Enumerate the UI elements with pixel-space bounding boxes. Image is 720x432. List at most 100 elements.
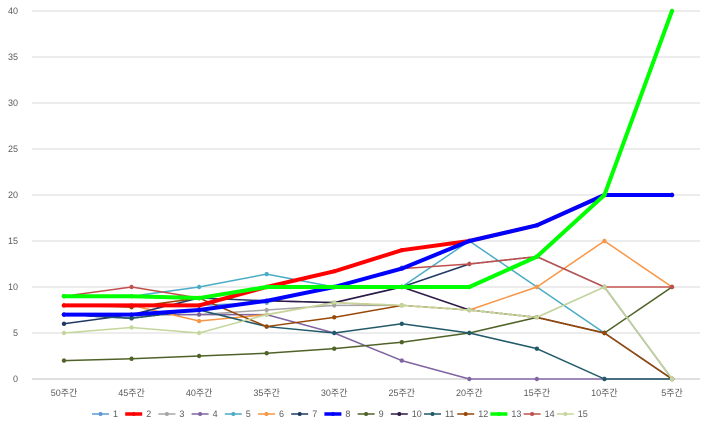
legend-item-4: 4	[191, 409, 218, 419]
data-point	[534, 284, 540, 290]
x-tick-label: 50주간	[51, 388, 78, 398]
data-point	[602, 330, 607, 336]
legend-item-7: 7	[291, 409, 317, 419]
data-point	[129, 294, 134, 299]
legend: 1 2 3 4 5 6 7 8 9 10 11 12 13 14 15	[92, 409, 588, 419]
data-point	[61, 303, 67, 308]
y-tick-label: 20	[8, 190, 18, 200]
series-lines	[61, 8, 675, 382]
x-tick-label: 35주간	[253, 388, 280, 398]
data-point	[61, 330, 67, 336]
data-point	[669, 8, 675, 14]
legend-marker	[496, 412, 501, 416]
legend-marker	[563, 412, 568, 416]
x-axis-ticks: 50주간 45주간 40주간 35주간 30주간 25주간 20주간 15주간 10주간 5주간	[51, 388, 683, 398]
legend-marker	[164, 412, 169, 416]
data-point	[467, 330, 472, 336]
legend-marker	[430, 412, 435, 416]
data-point	[264, 307, 269, 313]
x-tick-label: 45주간	[118, 388, 145, 398]
legend-marker	[397, 412, 402, 416]
data-point	[534, 376, 540, 382]
legend-label: 7	[312, 409, 317, 419]
legend-item-10: 10	[390, 409, 422, 419]
x-tick-label: 20주간	[456, 388, 483, 398]
data-point	[534, 346, 540, 351]
data-point	[61, 358, 67, 363]
legend-item-1: 1	[92, 409, 118, 419]
y-tick-label: 5	[13, 328, 18, 338]
legend-marker	[131, 412, 136, 416]
data-point	[399, 358, 404, 363]
legend-item-15: 15	[556, 409, 588, 419]
legend-marker	[198, 412, 203, 416]
x-tick-label: 30주간	[321, 388, 348, 398]
data-point	[399, 321, 404, 326]
legend-label: 5	[246, 409, 251, 419]
data-point	[264, 351, 269, 356]
legend-item-5: 5	[224, 409, 251, 419]
y-tick-label: 30	[8, 98, 18, 108]
data-point	[467, 284, 472, 290]
data-point	[264, 312, 269, 317]
data-point	[196, 353, 202, 359]
data-point	[399, 284, 404, 290]
legend-label: 9	[379, 409, 384, 419]
data-point	[669, 284, 675, 290]
data-point	[196, 312, 202, 317]
data-point	[332, 300, 337, 305]
legend-item-14: 14	[523, 409, 555, 419]
data-point	[669, 376, 675, 382]
data-point	[534, 223, 540, 228]
data-point	[264, 324, 269, 329]
legend-marker	[231, 412, 236, 416]
data-point	[129, 284, 134, 290]
legend-label: 10	[412, 409, 422, 419]
y-tick-label: 0	[13, 374, 18, 384]
legend-item-6: 6	[258, 409, 284, 419]
legend-item-11: 11	[424, 409, 454, 419]
legend-marker	[264, 412, 269, 416]
data-point	[332, 269, 337, 274]
y-axis-ticks: 0 5 10 15 20 25 30 35 40	[8, 6, 18, 384]
data-point	[196, 330, 202, 336]
legend-marker	[364, 412, 369, 416]
y-tick-label: 25	[8, 144, 18, 154]
legend-label: 13	[511, 409, 521, 419]
data-point	[61, 321, 67, 326]
series-line-15	[63, 286, 673, 380]
legend-marker	[530, 412, 535, 416]
data-point	[399, 266, 404, 271]
data-point	[399, 248, 404, 253]
x-tick-label: 10주간	[591, 388, 618, 398]
y-tick-label: 40	[8, 6, 18, 16]
data-point	[332, 346, 337, 351]
gridlines	[32, 10, 700, 380]
data-point	[264, 284, 269, 290]
legend-label: 6	[279, 409, 284, 419]
legend-marker	[463, 412, 468, 416]
data-point	[196, 284, 202, 290]
legend-label: 4	[213, 409, 218, 419]
legend-label: 2	[146, 409, 151, 419]
data-point	[332, 315, 337, 320]
data-point	[602, 192, 607, 198]
x-tick-label: 15주간	[524, 388, 551, 398]
data-point	[129, 312, 134, 317]
data-point	[196, 295, 202, 301]
series-line-13	[62, 9, 674, 301]
data-point	[602, 238, 607, 244]
legend-item-12: 12	[457, 409, 488, 419]
data-point	[467, 376, 472, 382]
data-point	[129, 325, 134, 330]
legend-label: 12	[478, 409, 488, 419]
data-point	[129, 316, 134, 321]
legend-item-9: 9	[357, 409, 384, 419]
data-point	[196, 303, 202, 308]
series-line-8	[62, 193, 674, 317]
data-point	[129, 356, 134, 361]
data-point	[467, 307, 472, 313]
